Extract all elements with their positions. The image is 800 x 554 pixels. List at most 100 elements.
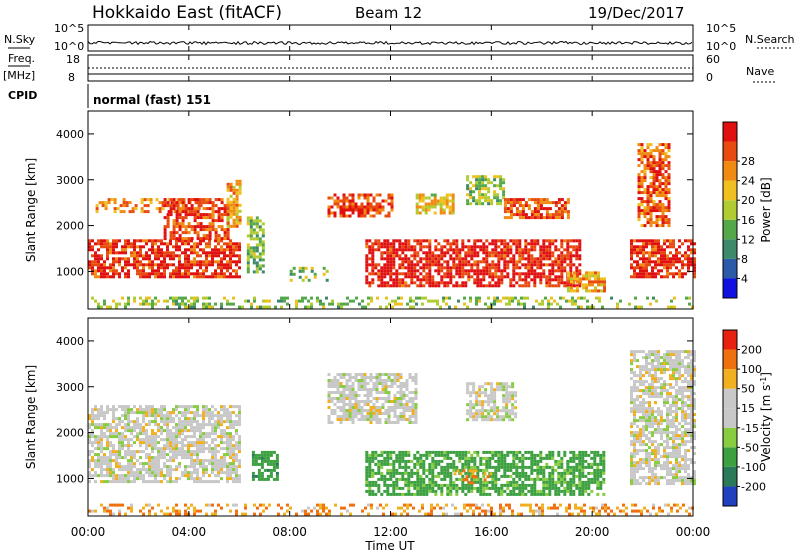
heatmap-cell	[533, 468, 537, 472]
heatmap-cell	[91, 459, 94, 463]
heatmap-cell	[187, 447, 190, 451]
heatmap-cell	[118, 462, 121, 466]
heatmap-cell	[342, 394, 346, 397]
heatmap-cell	[434, 465, 438, 469]
heatmap-cell	[351, 205, 355, 209]
heatmap-cell	[252, 231, 256, 235]
heatmap-cell	[425, 450, 429, 454]
heatmap-cell	[246, 234, 250, 238]
heatmap-cell	[597, 280, 600, 284]
heatmap-cell	[88, 438, 91, 442]
heatmap-cell	[121, 405, 124, 409]
heatmap-cell	[169, 456, 172, 460]
heatmap-cell	[667, 203, 671, 207]
heatmap-cell	[97, 474, 100, 478]
heatmap-cell	[419, 489, 423, 493]
heatmap-cell	[339, 373, 343, 376]
heatmap-cell	[130, 408, 133, 412]
heatmap-cell	[385, 305, 388, 309]
heatmap-cell	[554, 269, 558, 273]
heatmap-cell	[91, 269, 94, 273]
heatmap-cell	[418, 196, 422, 200]
heatmap-cell	[645, 239, 648, 243]
heatmap-cell	[115, 251, 118, 255]
heatmap-cell	[133, 260, 136, 264]
heatmap-cell	[226, 444, 229, 448]
heatmap-cell	[148, 405, 151, 409]
heatmap-cell	[451, 202, 455, 206]
heatmap-cell	[640, 200, 644, 204]
heatmap-cell	[424, 296, 427, 300]
heatmap-cell	[205, 435, 208, 439]
heatmap-cell	[238, 218, 242, 222]
heatmap-cell	[390, 421, 394, 424]
heatmap-cell	[506, 198, 510, 202]
heatmap-cell	[512, 284, 516, 288]
heatmap-cell	[252, 258, 256, 262]
heatmap-cell	[211, 429, 214, 433]
heatmap-cell	[348, 205, 352, 209]
heatmap-cell	[575, 474, 579, 478]
heatmap-cell	[226, 231, 230, 235]
heatmap-cell	[425, 281, 429, 285]
heatmap-cell	[371, 474, 375, 478]
heatmap-cell	[214, 453, 217, 457]
heatmap-cell	[443, 450, 447, 454]
heatmap-cell	[524, 263, 528, 267]
heatmap-cell	[560, 204, 564, 208]
heatmap-cell	[366, 193, 370, 197]
heatmap-cell	[184, 438, 187, 442]
heatmap-cell	[538, 302, 541, 306]
heatmap-cell	[524, 450, 528, 454]
heatmap-cell	[491, 483, 495, 487]
heatmap-cell	[142, 411, 145, 415]
heatmap-cell	[398, 242, 402, 246]
heatmap-cell	[404, 453, 408, 457]
heatmap-cell	[223, 234, 227, 238]
heatmap-cell	[217, 468, 220, 472]
heatmap-cell	[91, 414, 94, 418]
heatmap-cell	[211, 254, 214, 258]
heatmap-cell	[148, 296, 151, 300]
heatmap-cell	[121, 251, 124, 255]
heatmap-cell	[416, 486, 420, 490]
heatmap-cell	[503, 216, 507, 220]
heatmap-cell	[371, 242, 375, 246]
heatmap-cell	[585, 271, 588, 275]
heatmap-cell	[419, 242, 423, 246]
heatmap-cell	[652, 182, 656, 186]
heatmap-cell	[658, 224, 662, 228]
heatmap-cell	[521, 204, 525, 208]
heatmap-cell	[365, 456, 369, 460]
heatmap-cell	[238, 242, 241, 246]
heatmap-cell	[469, 181, 473, 185]
heatmap-cell	[481, 181, 485, 185]
heatmap-cell	[518, 213, 522, 217]
heatmap-cell	[196, 405, 199, 409]
heatmap-cell	[660, 275, 663, 279]
heatmap-cell	[252, 228, 256, 232]
heatmap-cell	[217, 435, 220, 439]
heatmap-cell	[151, 444, 154, 448]
heatmap-cell	[139, 456, 142, 460]
heatmap-cell	[333, 379, 337, 382]
heatmap-cell	[678, 251, 681, 255]
heatmap-cell	[467, 489, 471, 493]
heatmap-cell	[345, 382, 349, 385]
heatmap-cell	[383, 251, 387, 255]
heatmap-cell	[533, 216, 537, 220]
heatmap-cell	[557, 489, 561, 493]
heatmap-cell	[371, 269, 375, 273]
nsearch-tick-top: 10^5	[706, 22, 736, 35]
heatmap-cell	[551, 480, 555, 484]
heatmap-cell	[142, 257, 145, 261]
date-label: 19/Dec/2017	[588, 4, 684, 22]
heatmap-cell	[163, 477, 166, 481]
heatmap-cell	[214, 465, 217, 469]
heatmap-cell	[539, 251, 543, 255]
heatmap-cell	[404, 275, 408, 279]
heatmap-cell	[298, 275, 302, 279]
heatmap-cell	[648, 263, 651, 267]
heatmap-cell	[411, 397, 415, 400]
heatmap-cell	[157, 468, 160, 472]
